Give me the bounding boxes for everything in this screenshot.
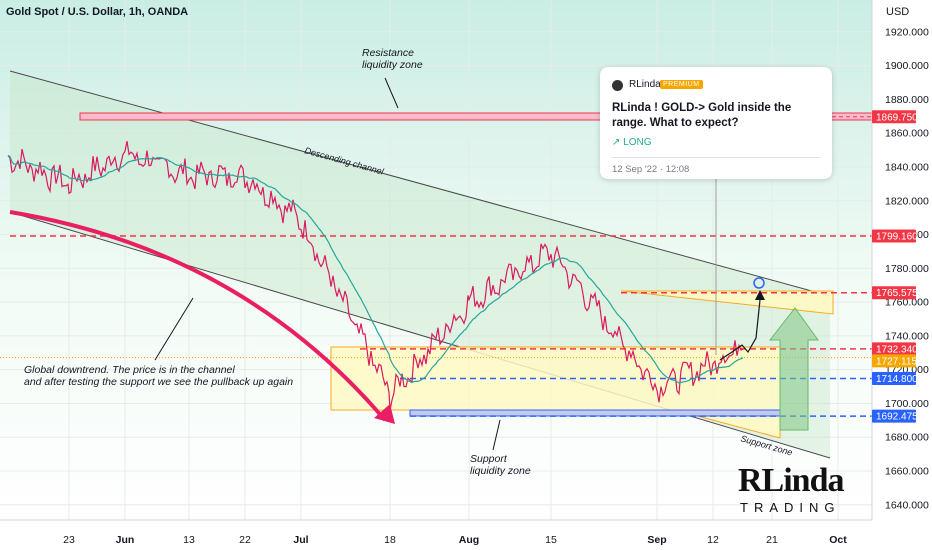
annotation-support-line1: Support: [470, 453, 508, 465]
x-axis: 23 Jun 13 22 Jul 18 Aug 15 Sep 12 21 Oct: [0, 519, 932, 550]
y-tick-label: 1640.000: [885, 499, 929, 511]
x-tick-label: 23: [63, 534, 75, 546]
price-label-bg: [872, 354, 916, 368]
price-label: 1765.575: [876, 288, 918, 299]
y-tick-label: 1900.000: [885, 60, 929, 72]
price-label-bg: [872, 110, 916, 124]
y-tick-label: 1660.000: [885, 466, 929, 478]
y-tick-label: 1880.000: [885, 94, 929, 106]
y-tick-label: 1740.000: [885, 330, 929, 342]
idea-date: 12 Sep '22 · 12:08: [612, 164, 690, 175]
x-tick-label: 15: [545, 534, 557, 546]
x-tick-label: Jun: [116, 534, 135, 546]
x-tick-label: Jul: [293, 534, 308, 546]
x-tick-label: Oct: [829, 534, 847, 546]
direction-label: ↗ LONG: [612, 137, 652, 148]
price-label: 1732.340: [876, 344, 918, 355]
annotation-downtrend-line1: Global downtrend. The price is in the ch…: [24, 364, 235, 376]
direction-text: LONG: [623, 137, 652, 148]
y-tick-label: 1780.000: [885, 263, 929, 275]
x-tick-label: 21: [766, 534, 778, 546]
y-tick-label: 1820.000: [885, 195, 929, 207]
x-tick-label: 13: [183, 534, 195, 546]
price-label-bg: [872, 409, 916, 423]
arrow-up-right-icon: ↗: [612, 137, 621, 148]
author-name[interactable]: RLinda: [629, 79, 661, 90]
resistance-pointer: [384, 77, 399, 109]
x-tick-label: 18: [384, 534, 396, 546]
target-marker-icon: [753, 277, 765, 289]
projection-arrowhead: [755, 290, 765, 300]
price-series: [7, 140, 744, 411]
price-label-bg: [872, 286, 916, 300]
x-tick-label: 12: [707, 534, 719, 546]
y-tick-label: 1700.000: [885, 398, 929, 410]
price-label-bg: [872, 342, 916, 356]
currency-label: USD: [886, 6, 910, 18]
price-label: 1799.160: [876, 231, 918, 242]
price-label: 1714.800: [876, 374, 918, 385]
downtrend-pointer: [154, 297, 194, 361]
price-line: [7, 140, 744, 411]
price-label: 1692.475: [876, 412, 918, 423]
idea-card[interactable]: RLinda PREMIUM RLinda ! GOLD-> Gold insi…: [600, 67, 832, 179]
price-label: 1869.750: [876, 112, 918, 123]
x-tick-label: 22: [239, 534, 251, 546]
bullish-arrow-icon: [768, 307, 819, 431]
logo-sub: TRADING: [740, 500, 841, 515]
downtrend-arrow: [9, 210, 387, 422]
x-tick-label: Sep: [647, 534, 666, 546]
support-pointer: [492, 419, 501, 451]
annotation-support-line2: liquidity zone: [470, 465, 531, 477]
y-tick-label: 1680.000: [885, 432, 929, 444]
author-avatar[interactable]: [612, 80, 623, 91]
annotation-resistance-line1: Resistance: [362, 47, 414, 59]
y-axis: 1920.000 1900.000 1880.000 1860.000 1840.000…: [871, 0, 932, 550]
logo-main: RLinda: [738, 462, 844, 499]
moving-average: [7, 154, 744, 384]
overlay-drawings: [9, 77, 819, 451]
downtrend-arrowhead: [374, 404, 395, 424]
premium-badge: PREMIUM: [660, 80, 703, 89]
drawings: [0, 70, 873, 459]
divider: [612, 157, 820, 158]
projection-path: [719, 299, 761, 361]
support-zone-bar: [409, 409, 781, 417]
price-label-bg: [872, 229, 916, 243]
x-axis-bg: [0, 520, 932, 550]
price-labels: 1869.750 1799.160 1765.575 1732.3401727.115…: [872, 110, 918, 423]
channel-lower-line: [9, 211, 831, 459]
x-tick-label: Aug: [459, 534, 479, 546]
y-axis-bg: [872, 0, 932, 550]
target-zone: [620, 290, 834, 315]
price-label: 1727.115: [876, 356, 917, 367]
annotation-downtrend-line2: and after testing the support we see the…: [24, 376, 293, 388]
symbol-title: Gold Spot / U.S. Dollar, 1h, OANDA: [6, 6, 189, 18]
y-tick-label: 1760.000: [885, 297, 929, 309]
y-tick-label: 1860.000: [885, 128, 929, 140]
price-label-bg: [872, 371, 916, 385]
y-tick-label: 1920.000: [885, 26, 929, 38]
y-tick-label: 1840.000: [885, 162, 929, 174]
annotation-resistance-line2: liquidity zone: [362, 59, 423, 71]
channel-upper-line: [9, 70, 831, 297]
brand-logo: RLinda TRADING: [738, 462, 844, 515]
idea-title[interactable]: RLinda ! GOLD-> Gold inside the range. W…: [612, 102, 792, 129]
